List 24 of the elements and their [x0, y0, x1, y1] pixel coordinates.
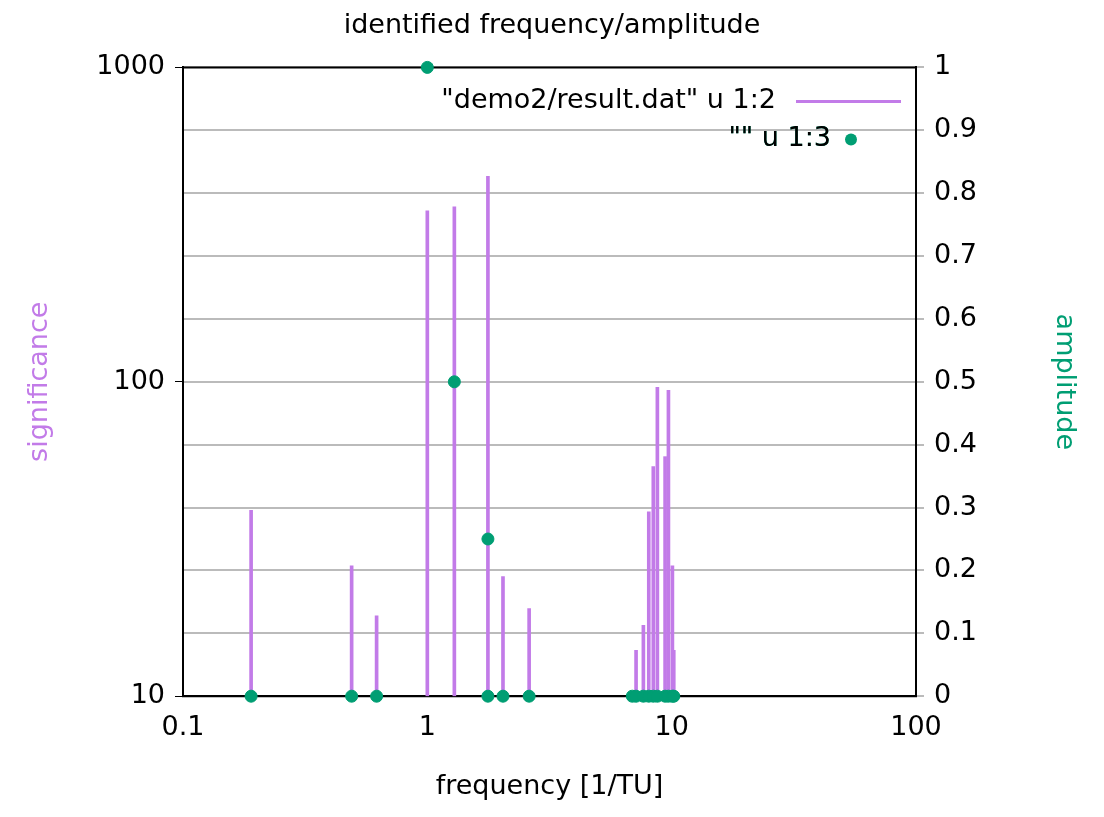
y-tick-label: 100 — [113, 363, 165, 395]
x-tick-label: 1 — [418, 710, 436, 742]
y2-tick-label: 0.4 — [934, 426, 977, 458]
y2-tick-label: 0.5 — [934, 363, 977, 395]
x-tick-label: 10 — [654, 710, 689, 742]
legend-label: "" u 1:3 — [728, 121, 831, 153]
y2-tick-label: 0.7 — [934, 238, 977, 270]
y2-axis-title: amplitude — [1050, 313, 1082, 451]
y2-tick-label: 1 — [934, 49, 952, 81]
x-tick-label: 0.1 — [161, 710, 205, 742]
y-axis-title: significance — [22, 301, 54, 462]
x-axis-title: frequency [1/TU] — [435, 768, 664, 800]
y2-tick-label: 0.3 — [934, 489, 977, 521]
y2-tick-label: 0.6 — [934, 300, 977, 332]
y-tick-label: 1000 — [96, 49, 165, 81]
y2-tick-label: 0.1 — [934, 615, 977, 647]
y2-tick-label: 0.8 — [934, 175, 977, 207]
y2-tick-label: 0 — [934, 678, 952, 710]
chart-title: identified frequency/amplitude — [343, 8, 761, 40]
legend-label: "demo2/result.dat" u 1:2 — [441, 83, 776, 115]
y2-tick-label: 0.9 — [934, 112, 977, 144]
y2-tick-label: 0.2 — [934, 552, 977, 584]
x-tick-label: 100 — [890, 710, 942, 742]
y-tick-label: 10 — [130, 678, 165, 710]
